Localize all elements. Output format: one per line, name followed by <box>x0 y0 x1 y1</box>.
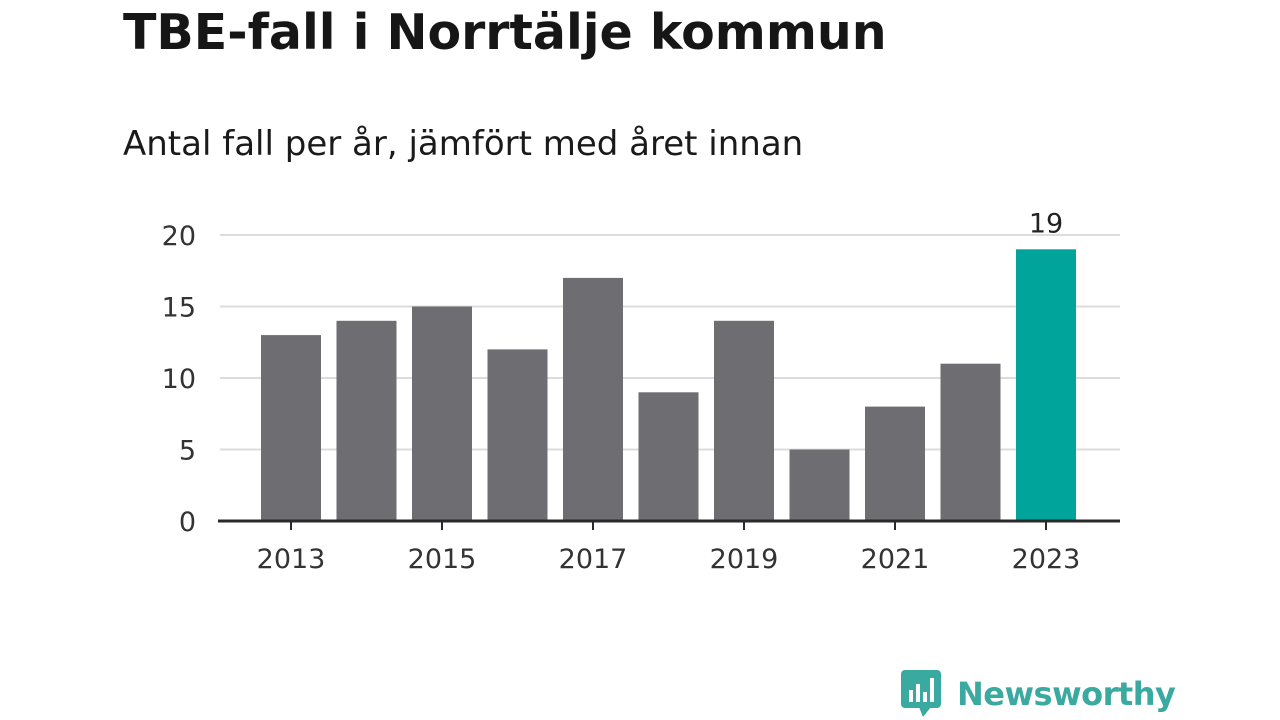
chart-subtitle: Antal fall per år, jämfört med året inna… <box>123 124 804 164</box>
x-tick-label: 2019 <box>710 544 779 575</box>
bar-chart: 0 5 10 15 20 2013 2015 2017 2019 2021 2023 19 <box>162 208 1120 575</box>
bar-2020 <box>789 449 850 521</box>
newsworthy-logo-icon <box>901 670 941 717</box>
chart-title: TBE-fall i Norrtälje kommun <box>123 4 887 61</box>
bar-value-label: 19 <box>1029 208 1063 239</box>
y-tick-label: 10 <box>162 364 196 395</box>
y-axis-ticks: 0 5 10 15 20 <box>162 221 196 538</box>
y-tick-label: 0 <box>179 507 196 538</box>
bar-2022 <box>940 363 1001 521</box>
bar-2021 <box>865 406 925 521</box>
bar-2014 <box>336 320 397 521</box>
y-tick-label: 5 <box>179 436 196 467</box>
x-tick-label: 2021 <box>861 544 930 575</box>
bar-2013 <box>261 335 321 521</box>
newsworthy-logo: Newsworthy <box>901 670 1176 718</box>
bars <box>261 249 1076 522</box>
bar-2015 <box>412 306 472 521</box>
y-tick-label: 20 <box>162 221 196 252</box>
brand-name: Newsworthy <box>957 675 1176 713</box>
bar-2016 <box>487 349 548 521</box>
x-tick-label: 2017 <box>559 544 628 575</box>
bar-2018 <box>638 392 699 521</box>
bar-2019 <box>714 320 774 521</box>
y-tick-label: 15 <box>162 293 196 324</box>
x-tick-label: 2015 <box>408 544 477 575</box>
x-tick-label: 2023 <box>1012 544 1081 575</box>
bar-2023 <box>1016 249 1076 522</box>
bar-2017 <box>563 277 623 521</box>
x-axis: 2013 2015 2017 2019 2021 2023 <box>218 519 1120 575</box>
data-labels: 19 <box>1029 208 1063 239</box>
x-tick-label: 2013 <box>257 544 326 575</box>
